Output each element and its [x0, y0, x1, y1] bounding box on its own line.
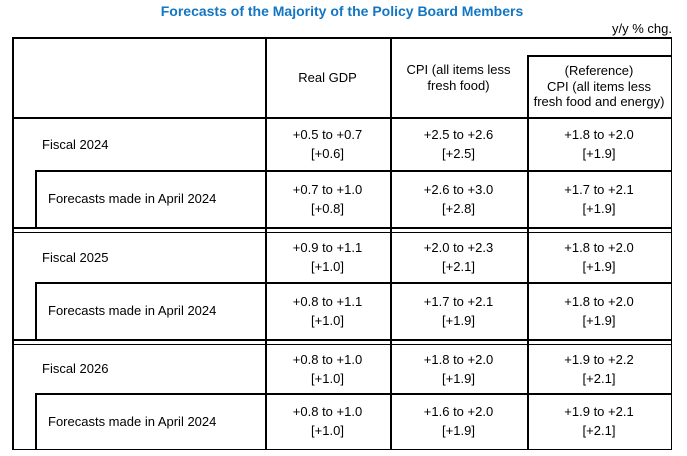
- row-label-fiscal-2025: Fiscal 2025: [42, 249, 109, 265]
- value-point: [+2.5]: [442, 146, 475, 161]
- value-range: +2.6 to +3.0: [423, 181, 494, 197]
- value-range: +1.6 to +2.0: [423, 404, 494, 419]
- value-range: +0.7 to +1.0: [292, 181, 363, 197]
- unit-note: y/y % chg.: [612, 21, 672, 36]
- cell-gdp-april-fy2026: +0.8 to +1.0 [+1.0]: [266, 394, 389, 448]
- value-point: [+1.9]: [442, 423, 475, 438]
- section-divider-1-upper: [12, 227, 672, 229]
- cell-cpi-april-fy2024: +2.6 to +3.0 [+2.8]: [391, 171, 526, 226]
- value-point: [+1.0]: [311, 259, 344, 274]
- value-point: [+2.1]: [442, 259, 475, 274]
- value-range: +0.8 to +1.0: [292, 404, 363, 419]
- value-point: [+1.9]: [582, 312, 616, 328]
- header-cpi: CPI (all items less fresh food): [406, 61, 511, 93]
- row-label-fiscal-2026: Fiscal 2026: [42, 361, 109, 376]
- cell-gdp-fiscal-2024: +0.5 to +0.7 [+0.6]: [266, 119, 389, 169]
- value-range: +1.8 to +2.0: [564, 127, 634, 142]
- cell-ref-fiscal-2026: +1.9 to +2.2 [+2.1]: [528, 345, 670, 392]
- column-divider-cpi-reference: [527, 55, 529, 450]
- cell-gdp-fiscal-2026: +0.8 to +1.0 [+1.0]: [266, 345, 389, 392]
- indent-border-3: [35, 393, 37, 450]
- value-point: [+1.9]: [442, 370, 475, 386]
- value-point: [+1.9]: [442, 312, 475, 328]
- value-point: [+2.1]: [582, 370, 616, 386]
- value-range: +0.5 to +0.7: [292, 127, 363, 142]
- cell-ref-fiscal-2025: +1.8 to +2.0 [+1.9]: [528, 233, 670, 281]
- row-label-april-2024-fy2025: Forecasts made in April 2024: [48, 303, 217, 318]
- cell-gdp-april-fy2025: +0.8 to +1.1 [+1.0]: [266, 283, 389, 338]
- cell-cpi-april-fy2026: +1.6 to +2.0 [+1.9]: [391, 394, 526, 448]
- header-cpi-reference: (Reference) CPI (all items less fresh fo…: [533, 63, 665, 110]
- cell-cpi-fiscal-2025: +2.0 to +2.3 [+2.1]: [391, 233, 526, 281]
- row-label-april-2024-fy2024: Forecasts made in April 2024: [48, 191, 217, 206]
- section-divider-2-lower: [12, 343, 672, 345]
- cell-cpi-fiscal-2024: +2.5 to +2.6 [+2.5]: [391, 119, 526, 169]
- value-range: +0.9 to +1.1: [292, 240, 363, 255]
- value-range: +1.9 to +2.2: [564, 351, 634, 367]
- value-range: +1.8 to +2.0: [564, 293, 634, 309]
- value-point: [+1.9]: [582, 146, 616, 161]
- cell-gdp-fiscal-2025: +0.9 to +1.1 [+1.0]: [266, 233, 389, 281]
- reference-box-top-border: [527, 55, 672, 57]
- column-divider-label-gdp: [265, 37, 267, 450]
- table-border-left: [12, 37, 14, 450]
- value-point: [+1.0]: [311, 370, 344, 386]
- cell-gdp-april-fy2024: +0.7 to +1.0 [+0.8]: [266, 171, 389, 226]
- value-point: [+2.8]: [442, 200, 475, 216]
- value-point: [+0.6]: [311, 146, 344, 161]
- value-range: +1.9 to +2.1: [564, 404, 634, 419]
- indent-border-2: [35, 282, 37, 341]
- row-divider-2: [35, 282, 672, 284]
- value-point: [+1.9]: [582, 200, 616, 216]
- row-divider-3: [35, 393, 672, 395]
- cell-cpi-april-fy2025: +1.7 to +2.1 [+1.9]: [391, 283, 526, 338]
- value-range: +1.8 to +2.0: [564, 240, 634, 255]
- cell-ref-april-fy2024: +1.7 to +2.1 [+1.9]: [528, 171, 670, 226]
- table-border-right: [670, 37, 672, 450]
- column-divider-gdp-cpi: [390, 37, 392, 450]
- indent-border-1: [35, 170, 37, 229]
- page-title: Forecasts of the Majority of the Policy …: [160, 3, 524, 19]
- cell-cpi-fiscal-2026: +1.8 to +2.0 [+1.9]: [391, 345, 526, 392]
- section-divider-2-upper: [12, 339, 672, 341]
- header-bottom-border: [12, 117, 672, 119]
- value-range: +1.7 to +2.1: [423, 293, 494, 309]
- value-point: [+1.0]: [311, 423, 344, 438]
- section-divider-1-lower: [12, 231, 672, 233]
- row-label-april-2024-fy2026: Forecasts made in April 2024: [48, 413, 217, 429]
- value-range: +0.8 to +1.1: [292, 293, 363, 309]
- cell-ref-april-fy2025: +1.8 to +2.0 [+1.9]: [528, 283, 670, 338]
- row-divider-1: [35, 170, 672, 172]
- cell-ref-fiscal-2024: +1.8 to +2.0 [+1.9]: [528, 119, 670, 169]
- cell-ref-april-fy2026: +1.9 to +2.1 [+2.1]: [528, 394, 670, 448]
- value-range: +0.8 to +1.0: [292, 351, 363, 367]
- value-point: [+1.0]: [311, 312, 344, 328]
- value-range: +1.8 to +2.0: [423, 351, 494, 367]
- value-range: +1.7 to +2.1: [564, 181, 634, 197]
- value-point: [+2.1]: [582, 423, 616, 438]
- row-label-fiscal-2024: Fiscal 2024: [42, 136, 109, 152]
- value-point: [+0.8]: [311, 200, 344, 216]
- value-range: +2.0 to +2.3: [423, 240, 494, 255]
- table-border-bottom: [12, 448, 672, 450]
- value-point: [+1.9]: [582, 259, 616, 274]
- value-range: +2.5 to +2.6: [423, 127, 494, 142]
- table-border-top: [12, 37, 672, 39]
- header-real-gdp: Real GDP: [298, 69, 357, 85]
